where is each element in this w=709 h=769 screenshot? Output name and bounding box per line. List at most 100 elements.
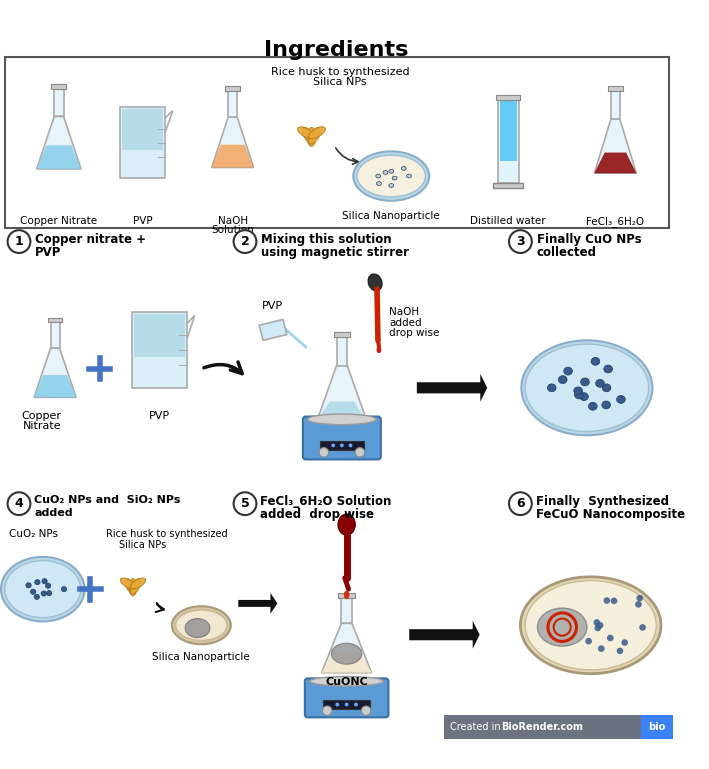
Ellipse shape [564,368,572,375]
FancyBboxPatch shape [305,678,389,717]
Circle shape [233,492,257,515]
Ellipse shape [331,644,362,664]
Bar [641,714,674,739]
Text: FeCl₃_6H₂O: FeCl₃_6H₂O [586,216,644,227]
Bar [121,109,163,150]
Polygon shape [34,348,76,398]
Text: using magnetic stirrer: using magnetic stirrer [261,246,409,259]
Ellipse shape [34,594,40,599]
Ellipse shape [603,598,610,604]
Ellipse shape [520,577,661,674]
Ellipse shape [62,587,67,591]
Bar [225,86,240,91]
Text: NaOH: NaOH [218,216,247,226]
Bar [334,331,350,337]
Bar [500,101,517,161]
Bar [5,58,669,228]
Bar [341,597,352,624]
Text: CuO₂ NPs: CuO₂ NPs [9,529,59,539]
Ellipse shape [303,128,314,145]
Ellipse shape [591,358,600,365]
Ellipse shape [129,579,137,596]
Ellipse shape [308,127,325,138]
Ellipse shape [593,619,600,626]
Ellipse shape [130,578,145,589]
Bar [445,714,649,739]
Ellipse shape [35,580,40,584]
Ellipse shape [307,128,316,146]
Circle shape [331,444,335,448]
Polygon shape [34,375,76,398]
Ellipse shape [310,677,384,686]
Text: PVP: PVP [35,246,62,259]
Ellipse shape [383,171,388,175]
Bar [608,86,623,91]
Text: 2: 2 [240,235,250,248]
Ellipse shape [581,378,589,386]
Polygon shape [212,117,254,168]
Ellipse shape [172,606,230,644]
Ellipse shape [525,345,649,431]
Text: 1: 1 [15,235,23,248]
Ellipse shape [637,595,643,601]
Text: 3: 3 [516,235,525,248]
Ellipse shape [617,395,625,404]
Ellipse shape [559,376,567,384]
Ellipse shape [574,391,584,399]
Polygon shape [37,116,81,169]
Ellipse shape [176,610,227,641]
Text: NaOH: NaOH [389,307,420,317]
Ellipse shape [610,598,618,604]
Text: CuONC: CuONC [325,677,368,687]
Ellipse shape [344,591,350,599]
Text: Rice husk to synthesized: Rice husk to synthesized [271,67,409,77]
Circle shape [509,230,532,253]
Ellipse shape [607,634,613,641]
Polygon shape [317,365,367,421]
Circle shape [233,230,257,253]
Text: BioRender.com: BioRender.com [501,722,584,732]
Circle shape [354,703,358,707]
Bar [337,335,347,365]
Text: Rice husk to synthesized: Rice husk to synthesized [106,529,228,539]
Ellipse shape [376,347,381,353]
Circle shape [335,703,339,707]
Bar [338,593,354,598]
Circle shape [509,492,532,515]
Ellipse shape [604,365,613,373]
Text: 5: 5 [240,498,250,510]
Text: added: added [389,318,422,328]
Ellipse shape [389,169,393,173]
Bar [498,99,518,183]
Ellipse shape [598,645,605,652]
Polygon shape [37,145,81,169]
Bar [323,701,370,709]
Polygon shape [322,652,372,673]
Circle shape [8,492,30,515]
Text: PVP: PVP [149,411,170,421]
Bar [51,85,67,89]
Ellipse shape [547,384,556,391]
Bar [120,107,165,178]
Text: Mixing this solution: Mixing this solution [261,233,392,246]
Text: Created in: Created in [450,722,504,732]
Ellipse shape [525,581,657,670]
Ellipse shape [121,578,135,589]
Ellipse shape [42,578,48,584]
Ellipse shape [308,128,320,145]
Ellipse shape [45,583,51,588]
Circle shape [323,706,332,715]
Ellipse shape [41,591,46,596]
Text: bio: bio [649,722,666,732]
Text: collected: collected [537,246,596,259]
Bar [134,314,185,358]
Ellipse shape [537,608,587,646]
Bar [496,95,520,100]
Ellipse shape [521,341,652,435]
Polygon shape [594,119,637,173]
Ellipse shape [353,151,429,201]
Ellipse shape [30,589,36,594]
Polygon shape [594,152,637,173]
Ellipse shape [588,402,597,410]
Circle shape [362,706,371,715]
